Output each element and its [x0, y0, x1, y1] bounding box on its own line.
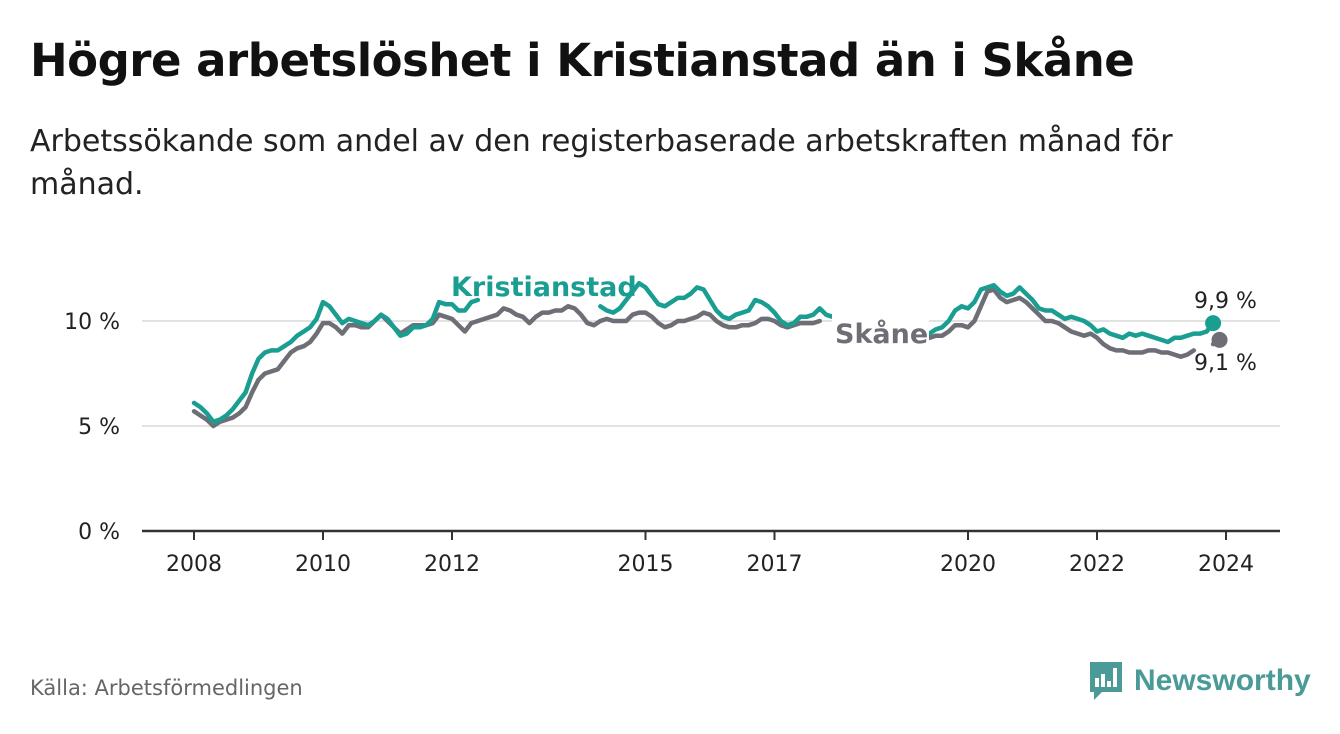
x-tick-label: 2020	[940, 552, 996, 577]
y-tick-label: 0 %	[78, 520, 120, 545]
x-tick-label: 2024	[1198, 552, 1254, 577]
y-tick-label: 5 %	[78, 415, 120, 440]
series-lines	[191, 280, 1228, 429]
axes: 0 % 5 % 10 % 2008 2010 2012 2015 2017 2020 2022 20…	[64, 310, 1280, 577]
x-tick-label: 2015	[618, 552, 674, 577]
gridlines	[142, 320, 1280, 427]
series-line-kristianstad	[191, 297, 481, 425]
x-tick-label: 2012	[424, 552, 480, 577]
x-tick-label: 2017	[747, 552, 803, 577]
brand-logo: Newsworthy	[1088, 660, 1311, 702]
source-note: Källa: Arbetsförmedlingen	[30, 676, 303, 700]
end-value-skane: 9,1 %	[1194, 351, 1257, 376]
series-line-kristianstad-b	[598, 280, 835, 328]
series-line-kristianstad-c	[927, 283, 1216, 345]
end-marker-kristianstad	[1205, 315, 1222, 332]
series-line-sk-ne-b	[927, 287, 1197, 359]
x-tick-label: 2010	[295, 552, 351, 577]
x-tick-label: 2022	[1069, 552, 1125, 577]
x-tick-label: 2008	[166, 552, 222, 577]
series-label-kristianstad: Kristianstad	[451, 272, 637, 303]
chart-subtitle: Arbetssökande som andel av den registerb…	[30, 124, 1173, 202]
end-value-kristianstad: 9,9 %	[1194, 289, 1257, 314]
series-label-skane: Skåne	[835, 318, 928, 350]
brand-name: Newsworthy	[1134, 664, 1311, 697]
y-tick-label: 10 %	[64, 310, 120, 335]
chart-title: Högre arbetslöshet i Kristianstad än i S…	[30, 34, 1135, 87]
end-marker-skane	[1211, 331, 1228, 348]
series-line-sk-ne	[191, 304, 822, 429]
labels: Kristianstad Skåne 9,9 % 9,1 %	[451, 272, 1257, 376]
skane-label-backdrop	[832, 314, 929, 352]
newsworthy-logo-icon	[1090, 662, 1122, 700]
